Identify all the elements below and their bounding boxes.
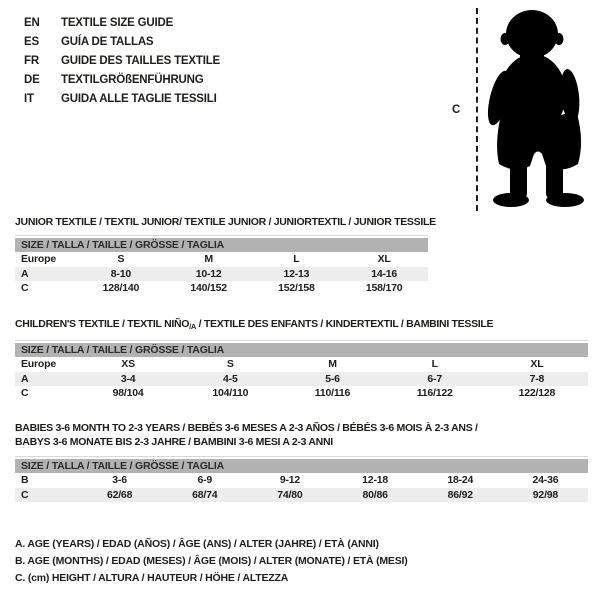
size-cell: 24-36 — [532, 474, 559, 487]
table-row-height: C 62/68 68/74 74/80 80/86 86/92 92/98 — [15, 487, 588, 502]
size-cell: L — [293, 253, 300, 266]
children-size-table: SIZE / TALLA / TAILLE / GRÖSSE / TAGLIA … — [15, 340, 588, 401]
size-cell: M — [328, 358, 337, 371]
size-cell: 128/140 — [102, 282, 140, 295]
size-cell: 12-13 — [283, 267, 310, 280]
language-title: GUIDE DES TAILLES TEXTILE — [61, 54, 220, 67]
size-cell: 74/80 — [277, 488, 303, 501]
size-header-bar: SIZE / TALLA / TAILLE / GRÖSSE / TAGLIA — [15, 343, 588, 357]
size-cell: 7-8 — [529, 372, 545, 385]
table-row-europe: Europe XS S M L XL — [15, 357, 588, 372]
size-cell: 12-18 — [362, 474, 389, 487]
size-cell: S — [226, 358, 234, 371]
section-junior-textile: JUNIOR TEXTILE / TEXTIL JUNIOR/ TEXTILE … — [15, 215, 436, 296]
footnote-a: A. AGE (YEARS) / EDAD (AÑOS) / ÂGE (ANS)… — [15, 538, 379, 550]
junior-size-table: SIZE / TALLA / TAILLE / GRÖSSE / TAGLIA … — [15, 235, 428, 296]
footnote-b: B. AGE (MONTHS) / EDAD (MESES) / ÂGE (MO… — [15, 555, 408, 567]
size-cell: 104/110 — [212, 387, 249, 400]
size-cell: 122/128 — [518, 387, 556, 400]
size-cell: 98/104 — [112, 387, 144, 400]
size-cell: 14-16 — [371, 267, 398, 280]
row-label: C — [21, 488, 29, 501]
size-cell: 140/152 — [190, 282, 227, 295]
size-cell: S — [117, 253, 125, 266]
section-title-line2: BABYS 3-6 MONATE BIS 2-3 JAHRE / BAMBINI… — [15, 436, 333, 448]
table-topline — [15, 340, 588, 341]
size-cell: 158/170 — [365, 282, 403, 295]
language-list: EN TEXTILE SIZE GUIDE ES GUÍA DE TALLAS … — [24, 13, 220, 108]
size-cell: 5-6 — [325, 372, 340, 385]
toddler-silhouette-icon — [487, 10, 584, 207]
language-code: IT — [24, 92, 34, 105]
language-title: TEXTILE SIZE GUIDE — [61, 16, 174, 29]
size-cell: 92/98 — [532, 488, 559, 501]
language-row-es: ES GUÍA DE TALLAS — [24, 32, 220, 51]
size-cell: 68/74 — [192, 488, 218, 501]
language-row-en: EN TEXTILE SIZE GUIDE — [24, 13, 220, 32]
title-text: CHILDREN'S TEXTILE / TEXTIL NIÑO — [15, 318, 190, 330]
row-label: C — [21, 282, 29, 295]
language-code: DE — [24, 73, 40, 86]
size-cell: XL — [377, 253, 391, 266]
row-label: A — [21, 372, 29, 385]
size-cell: M — [204, 253, 213, 266]
size-cell: 6-7 — [427, 372, 442, 385]
row-label: Europe — [21, 253, 56, 266]
footnote-c: C. (cm) HEIGHT / ALTURA / HAUTEUR / HÖHE… — [15, 572, 289, 584]
size-cell: L — [431, 358, 438, 371]
size-header-bar: SIZE / TALLA / TAILLE / GRÖSSE / TAGLIA — [15, 238, 428, 252]
babies-size-table: SIZE / TALLA / TAILLE / GRÖSSE / TAGLIA … — [15, 456, 588, 502]
title-text: / TEXTILE DES ENFANTS / KINDERTEXTIL / B… — [196, 318, 494, 330]
language-row-it: IT GUIDA ALLE TAGLIE TESSILI — [24, 89, 220, 108]
section-babies-textile: BABIES 3-6 MONTH TO 2-3 YEARS / BEBÉS 3-… — [15, 421, 588, 502]
size-cell: XS — [121, 358, 135, 371]
title-subscript: /A — [189, 322, 197, 331]
language-row-fr: FR GUIDE DES TAILLES TEXTILE — [24, 51, 220, 70]
row-label: C — [21, 387, 29, 400]
row-label: B — [21, 474, 29, 487]
language-code: EN — [24, 16, 40, 29]
height-measure-label: C — [452, 104, 461, 116]
section-title: CHILDREN'S TEXTILE / TEXTIL NIÑO/A / TEX… — [15, 317, 588, 334]
table-row-age-months: B 3-6 6-9 9-12 12-18 18-24 24-36 — [15, 473, 588, 488]
table-topline — [15, 456, 588, 457]
size-cell: 10-12 — [195, 267, 222, 280]
size-header-bar: SIZE / TALLA / TAILLE / GRÖSSE / TAGLIA — [15, 459, 588, 473]
table-row-height: C 128/140 140/152 152/158 158/170 — [15, 281, 428, 296]
section-title-line1: BABIES 3-6 MONTH TO 2-3 YEARS / BEBÉS 3-… — [15, 422, 478, 434]
language-title: GUÍA DE TALLAS — [61, 35, 154, 48]
size-cell: 3-4 — [120, 372, 136, 385]
language-code: ES — [24, 35, 39, 48]
section-title: JUNIOR TEXTILE / TEXTIL JUNIOR/ TEXTILE … — [15, 216, 436, 228]
table-row-age: A 3-4 4-5 5-6 6-7 7-8 — [15, 371, 588, 386]
table-row-age: A 8-10 10-12 12-13 14-16 — [15, 266, 428, 281]
language-row-de: DE TEXTILGRÖßENFÜHRUNG — [24, 70, 220, 89]
size-cell: 4-5 — [223, 372, 238, 385]
size-cell: 18-24 — [447, 474, 474, 487]
size-cell: 86/92 — [447, 488, 473, 501]
language-code: FR — [24, 54, 39, 67]
size-cell: 116/122 — [416, 387, 453, 400]
section-childrens-textile: CHILDREN'S TEXTILE / TEXTIL NIÑO/A / TEX… — [15, 317, 588, 401]
size-cell: 6-9 — [197, 474, 213, 487]
size-cell: 152/158 — [278, 282, 315, 295]
height-dashed-line — [476, 8, 478, 211]
size-cell: 62/68 — [106, 488, 133, 501]
size-cell: 110/116 — [314, 387, 351, 400]
footnote-legend: A. AGE (YEARS) / EDAD (AÑOS) / ÂGE (ANS)… — [15, 536, 408, 587]
language-title: GUIDA ALLE TAGLIE TESSILI — [61, 92, 217, 105]
size-cell: 80/86 — [362, 488, 388, 501]
table-row-height: C 98/104 104/110 110/116 116/122 122/128 — [15, 386, 588, 401]
language-title: TEXTILGRÖßENFÜHRUNG — [61, 73, 204, 86]
size-cell: 9-12 — [279, 474, 301, 487]
row-label: Europe — [21, 358, 56, 371]
size-cell: 3-6 — [112, 474, 127, 487]
size-cell: 8-10 — [110, 267, 131, 280]
table-row-europe: Europe S M L XL — [15, 252, 428, 267]
size-cell: XL — [530, 358, 544, 371]
table-topline — [15, 235, 428, 236]
row-label: A — [21, 267, 29, 280]
